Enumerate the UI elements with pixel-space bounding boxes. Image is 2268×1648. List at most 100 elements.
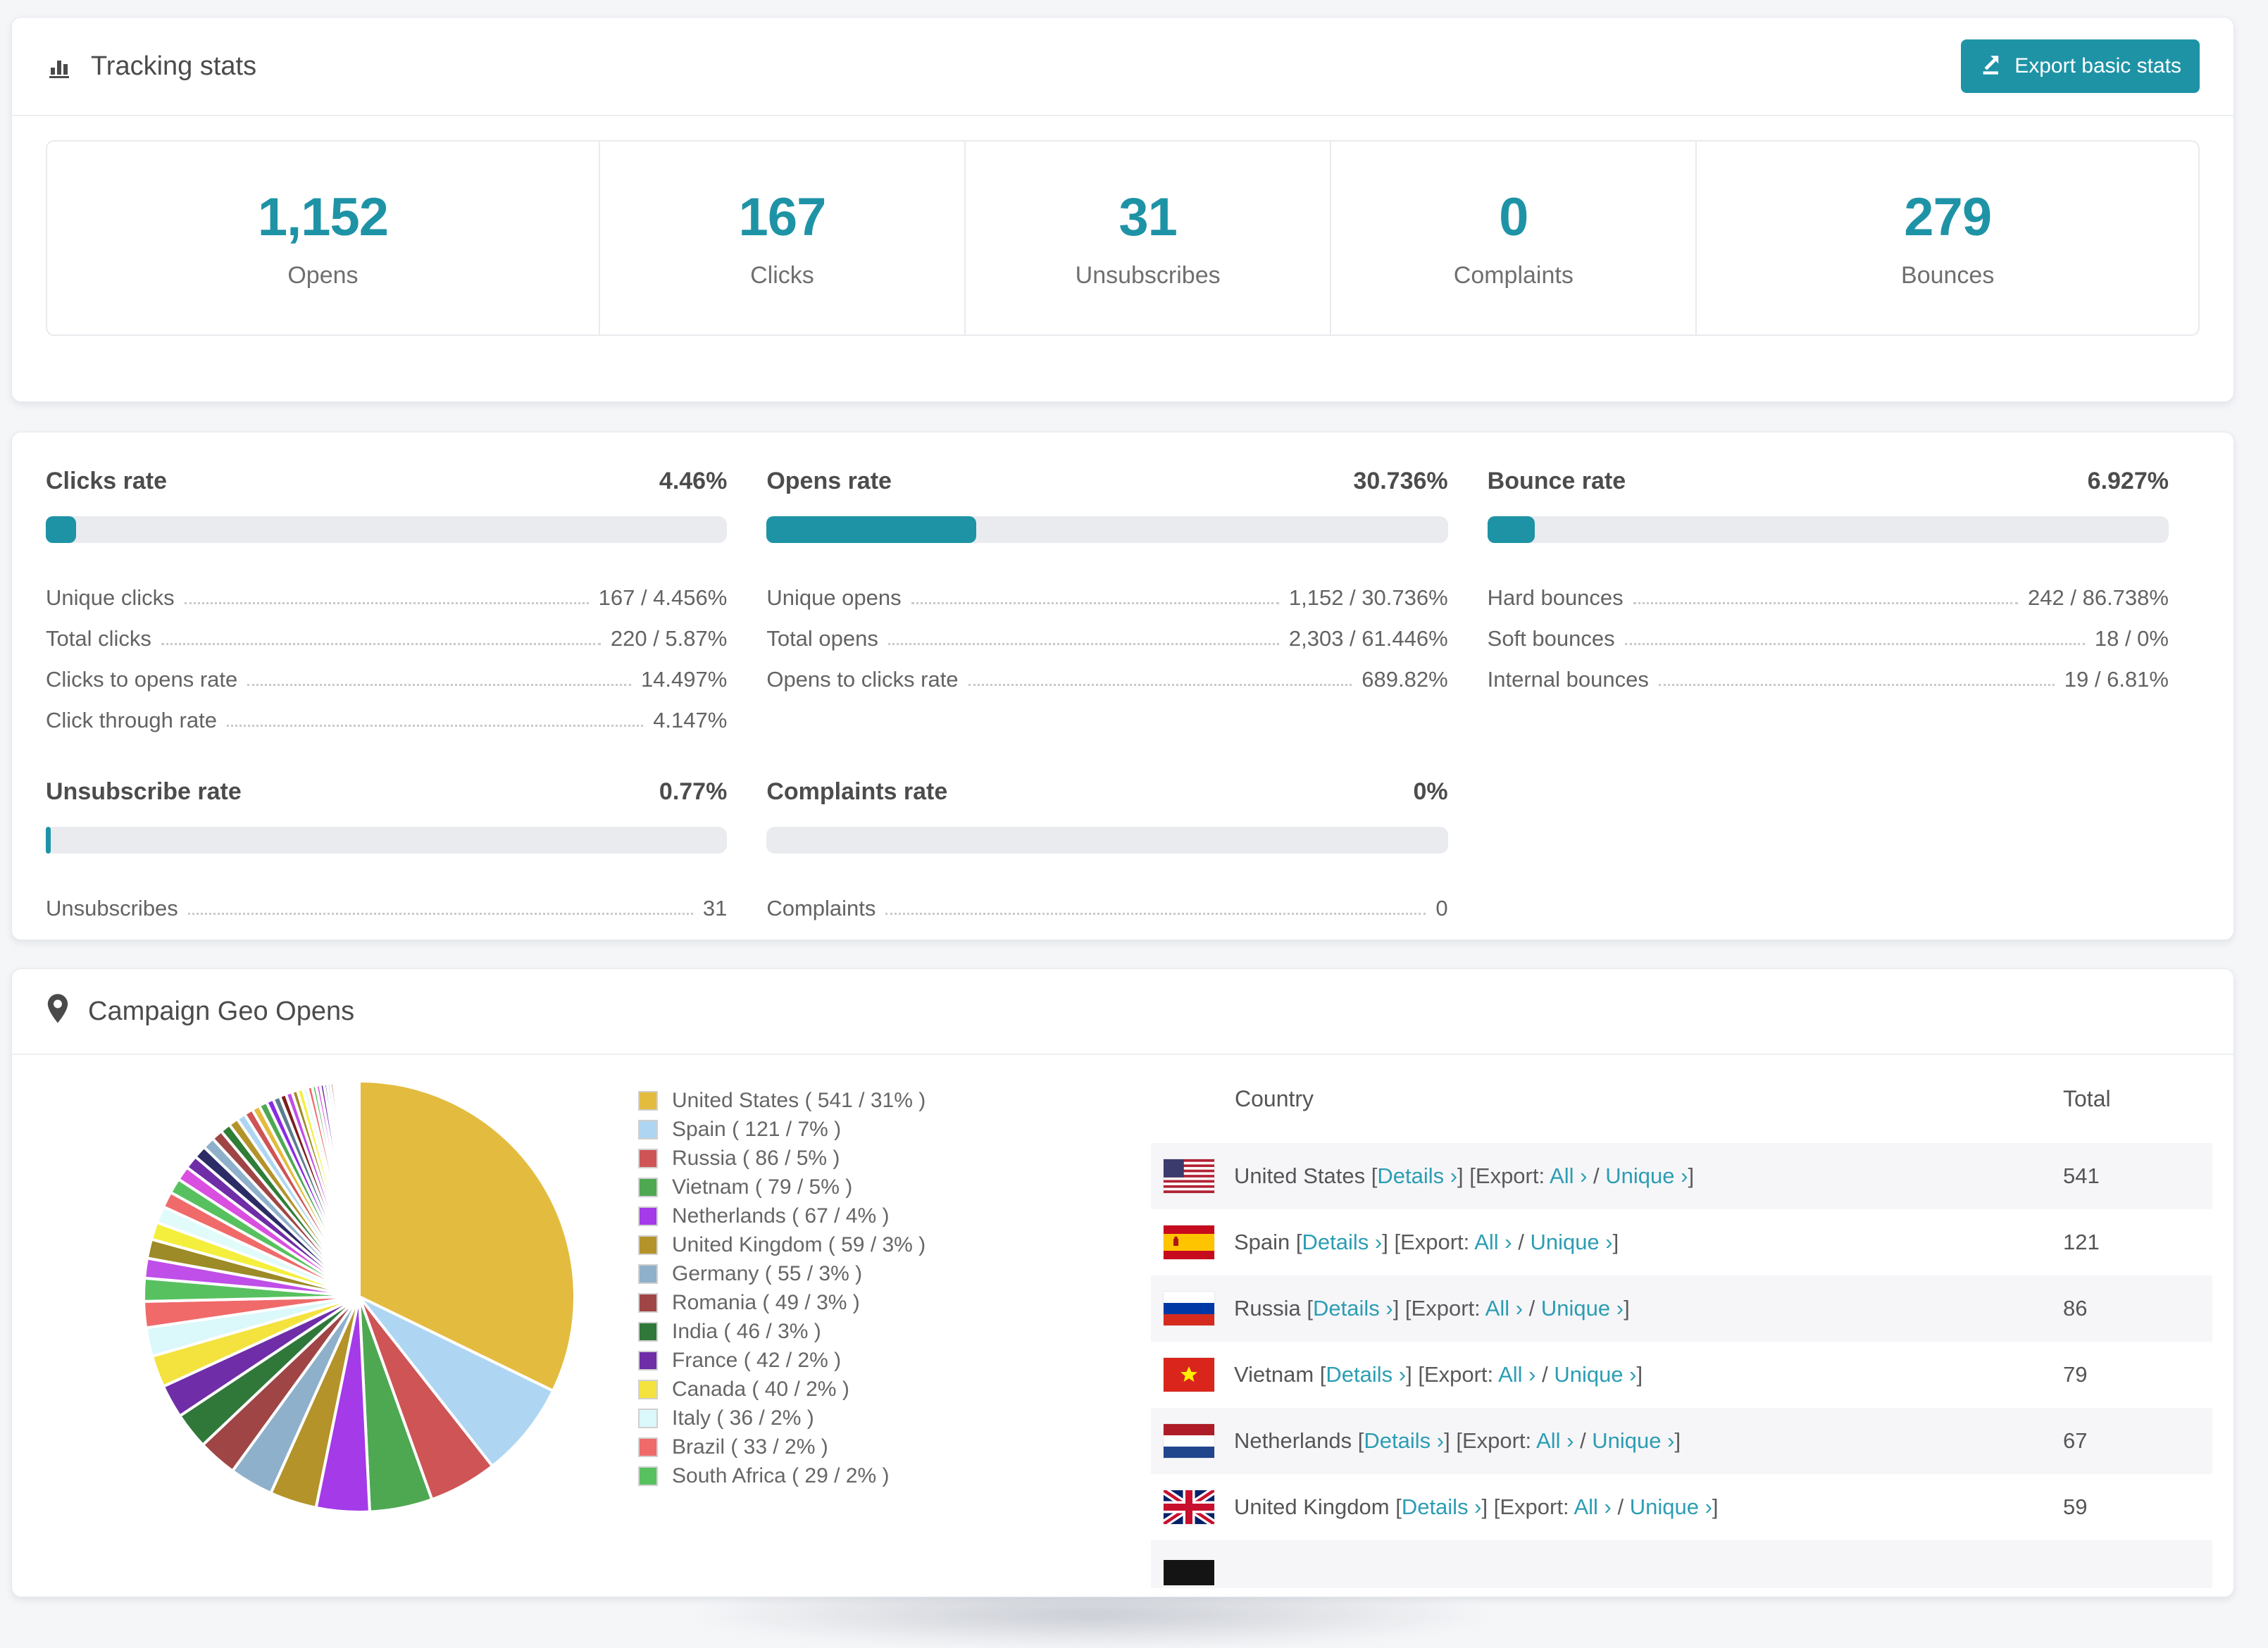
export-all-link[interactable]: All › [1474,1230,1512,1254]
export-unique-link[interactable]: Unique › [1592,1428,1675,1453]
export-unique-link[interactable]: Unique › [1530,1230,1613,1254]
stat-cell-bounces: 279 Bounces [1697,142,2198,335]
legend-swatch-icon [638,1437,658,1457]
stat-label: Opens [287,262,359,289]
rate-detail-label: Unique clicks [46,585,175,610]
partial-flag-icon [1164,1560,1214,1585]
rate-detail-value: 167 / 4.456% [598,585,728,610]
progress-bar-fill [46,516,77,543]
details-link[interactable]: Details › [1326,1362,1407,1387]
export-label: Export: [1423,1362,1494,1387]
rates-grid: Clicks rate 4.46% Unique clicks 167 / 4.456… [12,432,2233,924]
legend-label: United Kingdom ( 59 / 3% ) [672,1232,926,1256]
tracking-stats-card: Tracking stats Export basic stats 1,152 O… [11,17,2234,402]
geo-header: Campaign Geo Opens [12,969,2233,1055]
details-link[interactable]: Details › [1313,1296,1393,1321]
rate-detail-label: Click through rate [46,708,217,732]
legend-swatch-icon [638,1148,658,1168]
rate-detail-label: Total opens [766,626,878,651]
legend-swatch-icon [638,1119,658,1140]
bar-chart-icon [46,52,74,80]
stat-value: 279 [1904,187,1992,247]
legend-swatch-icon [638,1263,658,1284]
progress-bar-fill [766,516,976,543]
export-unique-link[interactable]: Unique › [1554,1362,1637,1387]
legend-label: Russia ( 86 / 5% ) [672,1146,840,1170]
rate-detail-value: 4.147% [653,708,728,732]
rate-head: Bounce rate 6.927% [1488,468,2169,495]
export-all-link[interactable]: All › [1485,1296,1524,1321]
total-cell: 121 [2063,1230,2100,1254]
details-link[interactable]: Details › [1364,1428,1445,1453]
rate-detail-row: Internal bounces 19 / 6.81% [1488,654,2169,695]
details-link[interactable]: Details › [1302,1230,1383,1254]
legend-label: South Africa ( 29 / 2% ) [672,1463,890,1487]
export-unique-link[interactable]: Unique › [1629,1494,1712,1519]
rate-detail-value: 220 / 5.87% [610,626,728,651]
rate-block-opens-rate: Opens rate 30.736% Unique opens 1,152 / 30.… [766,468,1448,736]
country-column-header: Country [1235,1086,1314,1111]
legend-item: Brazil ( 33 / 2% ) [638,1432,926,1461]
details-link[interactable]: Details › [1377,1163,1458,1188]
legend-swatch-icon [638,1090,658,1111]
export-all-link[interactable]: All › [1536,1428,1574,1453]
total-cell: 67 [2063,1428,2088,1453]
geo-pie-chart [134,1071,585,1522]
progress-bar-fill [46,827,51,854]
rate-detail-value: 242 / 86.738% [2028,585,2169,610]
rate-detail-row: Complaints 0 [766,883,1447,924]
export-unique-link[interactable]: Unique › [1605,1163,1688,1188]
rate-head: Opens rate 30.736% [766,468,1447,495]
legend-item: France ( 42 / 2% ) [638,1346,926,1375]
map-pin-icon [46,993,70,1030]
export-all-link[interactable]: All › [1574,1494,1612,1519]
table-row-ru: Russia [Details ›] [Export: All › / Uniq… [1151,1275,2212,1342]
rate-detail-row: Soft bounces 18 / 0% [1488,613,2169,654]
dotted-leader [226,725,644,727]
rate-detail-value: 31 [702,896,728,920]
legend-swatch-icon [638,1177,658,1197]
rate-title: Clicks rate [46,468,167,494]
export-unique-link[interactable]: Unique › [1540,1296,1624,1321]
legend-item: Spain ( 121 / 7% ) [638,1115,926,1144]
details-link[interactable]: Details › [1401,1494,1482,1519]
legend-item: Germany ( 55 / 3% ) [638,1259,926,1288]
dotted-leader [911,602,1279,604]
legend-swatch-icon [638,1408,658,1428]
legend-label: United States ( 541 / 31% ) [672,1088,926,1112]
export-label: Export: [1400,1230,1470,1254]
progress-bar-fill [1487,516,1535,543]
rate-value: 6.927% [2087,468,2169,494]
export-basic-stats-button[interactable]: Export basic stats [1961,39,2200,93]
rate-details: Unique opens 1,152 / 30.736% Total opens 2,… [766,573,1447,695]
export-all-link[interactable]: All › [1498,1362,1536,1387]
legend-swatch-icon [638,1379,658,1399]
stat-value: 167 [738,187,827,247]
total-cell: 541 [2063,1163,2100,1188]
rate-detail-value: 689.82% [1362,667,1448,692]
progress-bar-track [46,827,728,854]
stat-cell-complaints: 0 Complaints [1331,142,1697,335]
country-cell: Netherlands [Details ›] [Export: All › /… [1234,1428,1681,1453]
rate-value: 30.736% [1353,468,1448,494]
legend-item: Russia ( 86 / 5% ) [638,1144,926,1173]
export-all-link[interactable]: All › [1550,1163,1588,1188]
rate-block-unsubscribe-rate: Unsubscribe rate 0.77% Unsubscribes 31 [46,778,728,924]
rate-detail-row: Total clicks 220 / 5.87% [46,613,727,654]
total-column-header: Total [2063,1086,2111,1111]
page-title: Tracking stats [91,51,257,81]
dotted-leader [1633,602,2019,604]
tracking-stats-header: Tracking stats Export basic stats [12,18,2233,116]
rate-head: Complaints rate 0% [766,778,1447,806]
dotted-leader [247,684,631,686]
country-name: Vietnam [1234,1362,1314,1387]
rate-details: Unsubscribes 31 [46,883,727,924]
tracking-stats-title-wrap: Tracking stats [46,51,256,82]
rate-detail-value: 19 / 6.81% [2064,667,2169,692]
nl-flag-icon [1164,1424,1214,1458]
dotted-leader [187,913,693,915]
rate-detail-row: Unique clicks 167 / 4.456% [46,573,727,613]
rate-detail-label: Total clicks [46,626,151,651]
legend-label: Vietnam ( 79 / 5% ) [672,1175,853,1199]
legend-item: United Kingdom ( 59 / 3% ) [638,1230,926,1259]
